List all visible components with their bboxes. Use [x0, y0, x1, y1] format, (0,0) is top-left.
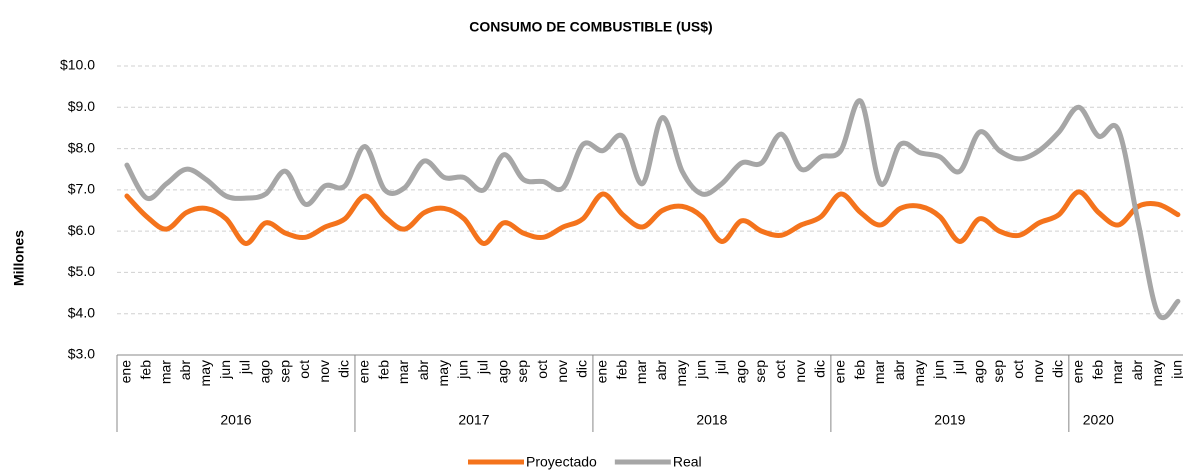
x-tick-label: abr: [891, 360, 907, 381]
x-tick-label: jul: [950, 360, 966, 375]
y-tick-label: $4.0: [68, 304, 95, 320]
x-tick-label: may: [435, 360, 451, 386]
y-tick-label: $5.0: [68, 263, 95, 279]
x-tick-label: dic: [1050, 360, 1066, 378]
x-tick-label: may: [1149, 360, 1165, 386]
x-tick-label: dic: [812, 360, 828, 378]
x-tick-label: dic: [574, 360, 590, 378]
x-tick-label: abr: [177, 360, 193, 381]
x-tick-label: mar: [1109, 360, 1125, 384]
x-tick-label: jul: [713, 360, 729, 375]
x-tick-label: feb: [613, 360, 629, 380]
y-tick-label: $7.0: [68, 181, 95, 197]
x-tick-label: sep: [990, 360, 1006, 383]
x-tick-label: oct: [772, 360, 788, 379]
x-tick-label: nov: [554, 360, 570, 383]
x-tick-label: abr: [415, 360, 431, 381]
x-tick-label: sep: [514, 360, 530, 383]
x-tick-label: abr: [1129, 360, 1145, 381]
x-tick-label: jul: [237, 360, 253, 375]
x-tick-label: feb: [1089, 360, 1105, 380]
x-tick-label: sep: [752, 360, 768, 383]
x-tick-label: ene: [1069, 360, 1085, 384]
group-label: 2018: [696, 412, 727, 428]
legend-label: Real: [673, 454, 702, 470]
x-tick-label: feb: [375, 360, 391, 380]
x-tick-label: may: [911, 360, 927, 386]
x-tick-label: ene: [594, 360, 610, 384]
group-label: 2019: [934, 412, 965, 428]
x-tick-label: oct: [534, 360, 550, 379]
x-tick-label: nov: [316, 360, 332, 383]
x-tick-label: oct: [1010, 360, 1026, 379]
x-tick-label: ene: [831, 360, 847, 384]
y-tick-label: $9.0: [68, 98, 95, 114]
group-label: 2016: [220, 412, 251, 428]
x-tick-label: abr: [653, 360, 669, 381]
x-tick-label: ene: [356, 360, 372, 384]
x-tick-label: may: [197, 360, 213, 386]
group-label: 2017: [458, 412, 489, 428]
y-tick-label: $8.0: [68, 139, 95, 155]
x-tick-label: mar: [157, 360, 173, 384]
x-tick-label: jun: [693, 360, 709, 380]
x-tick-label: ago: [732, 360, 748, 384]
x-tick-label: jun: [931, 360, 947, 380]
legend-label: Proyectado: [526, 454, 597, 470]
x-tick-label: feb: [137, 360, 153, 380]
x-tick-label: jun: [1169, 360, 1183, 380]
x-tick-label: jun: [455, 360, 471, 380]
x-tick-label: jun: [217, 360, 233, 380]
chart-title: CONSUMO DE COMBUSTIBLE (US$): [469, 19, 712, 35]
x-tick-label: mar: [633, 360, 649, 384]
x-tick-label: ago: [494, 360, 510, 384]
group-label: 2020: [1083, 412, 1114, 428]
y-axis-label: Millones: [11, 230, 27, 286]
x-tick-label: mar: [395, 360, 411, 384]
y-tick-label: $6.0: [68, 222, 95, 238]
y-tick-label: $10.0: [60, 57, 95, 73]
x-tick-label: feb: [851, 360, 867, 380]
x-tick-label: jul: [475, 360, 491, 375]
x-tick-label: oct: [296, 360, 312, 379]
series-line: [124, 189, 1181, 247]
x-tick-label: may: [673, 360, 689, 386]
x-tick-label: ago: [970, 360, 986, 384]
x-tick-label: nov: [792, 360, 808, 383]
x-tick-label: nov: [1030, 360, 1046, 383]
x-tick-label: sep: [276, 360, 292, 383]
x-tick-label: dic: [336, 360, 352, 378]
y-tick-label: $3.0: [68, 346, 95, 362]
x-tick-label: ene: [118, 360, 134, 384]
series-line: [124, 98, 1181, 321]
x-tick-label: mar: [871, 360, 887, 384]
x-tick-label: ago: [256, 360, 272, 384]
